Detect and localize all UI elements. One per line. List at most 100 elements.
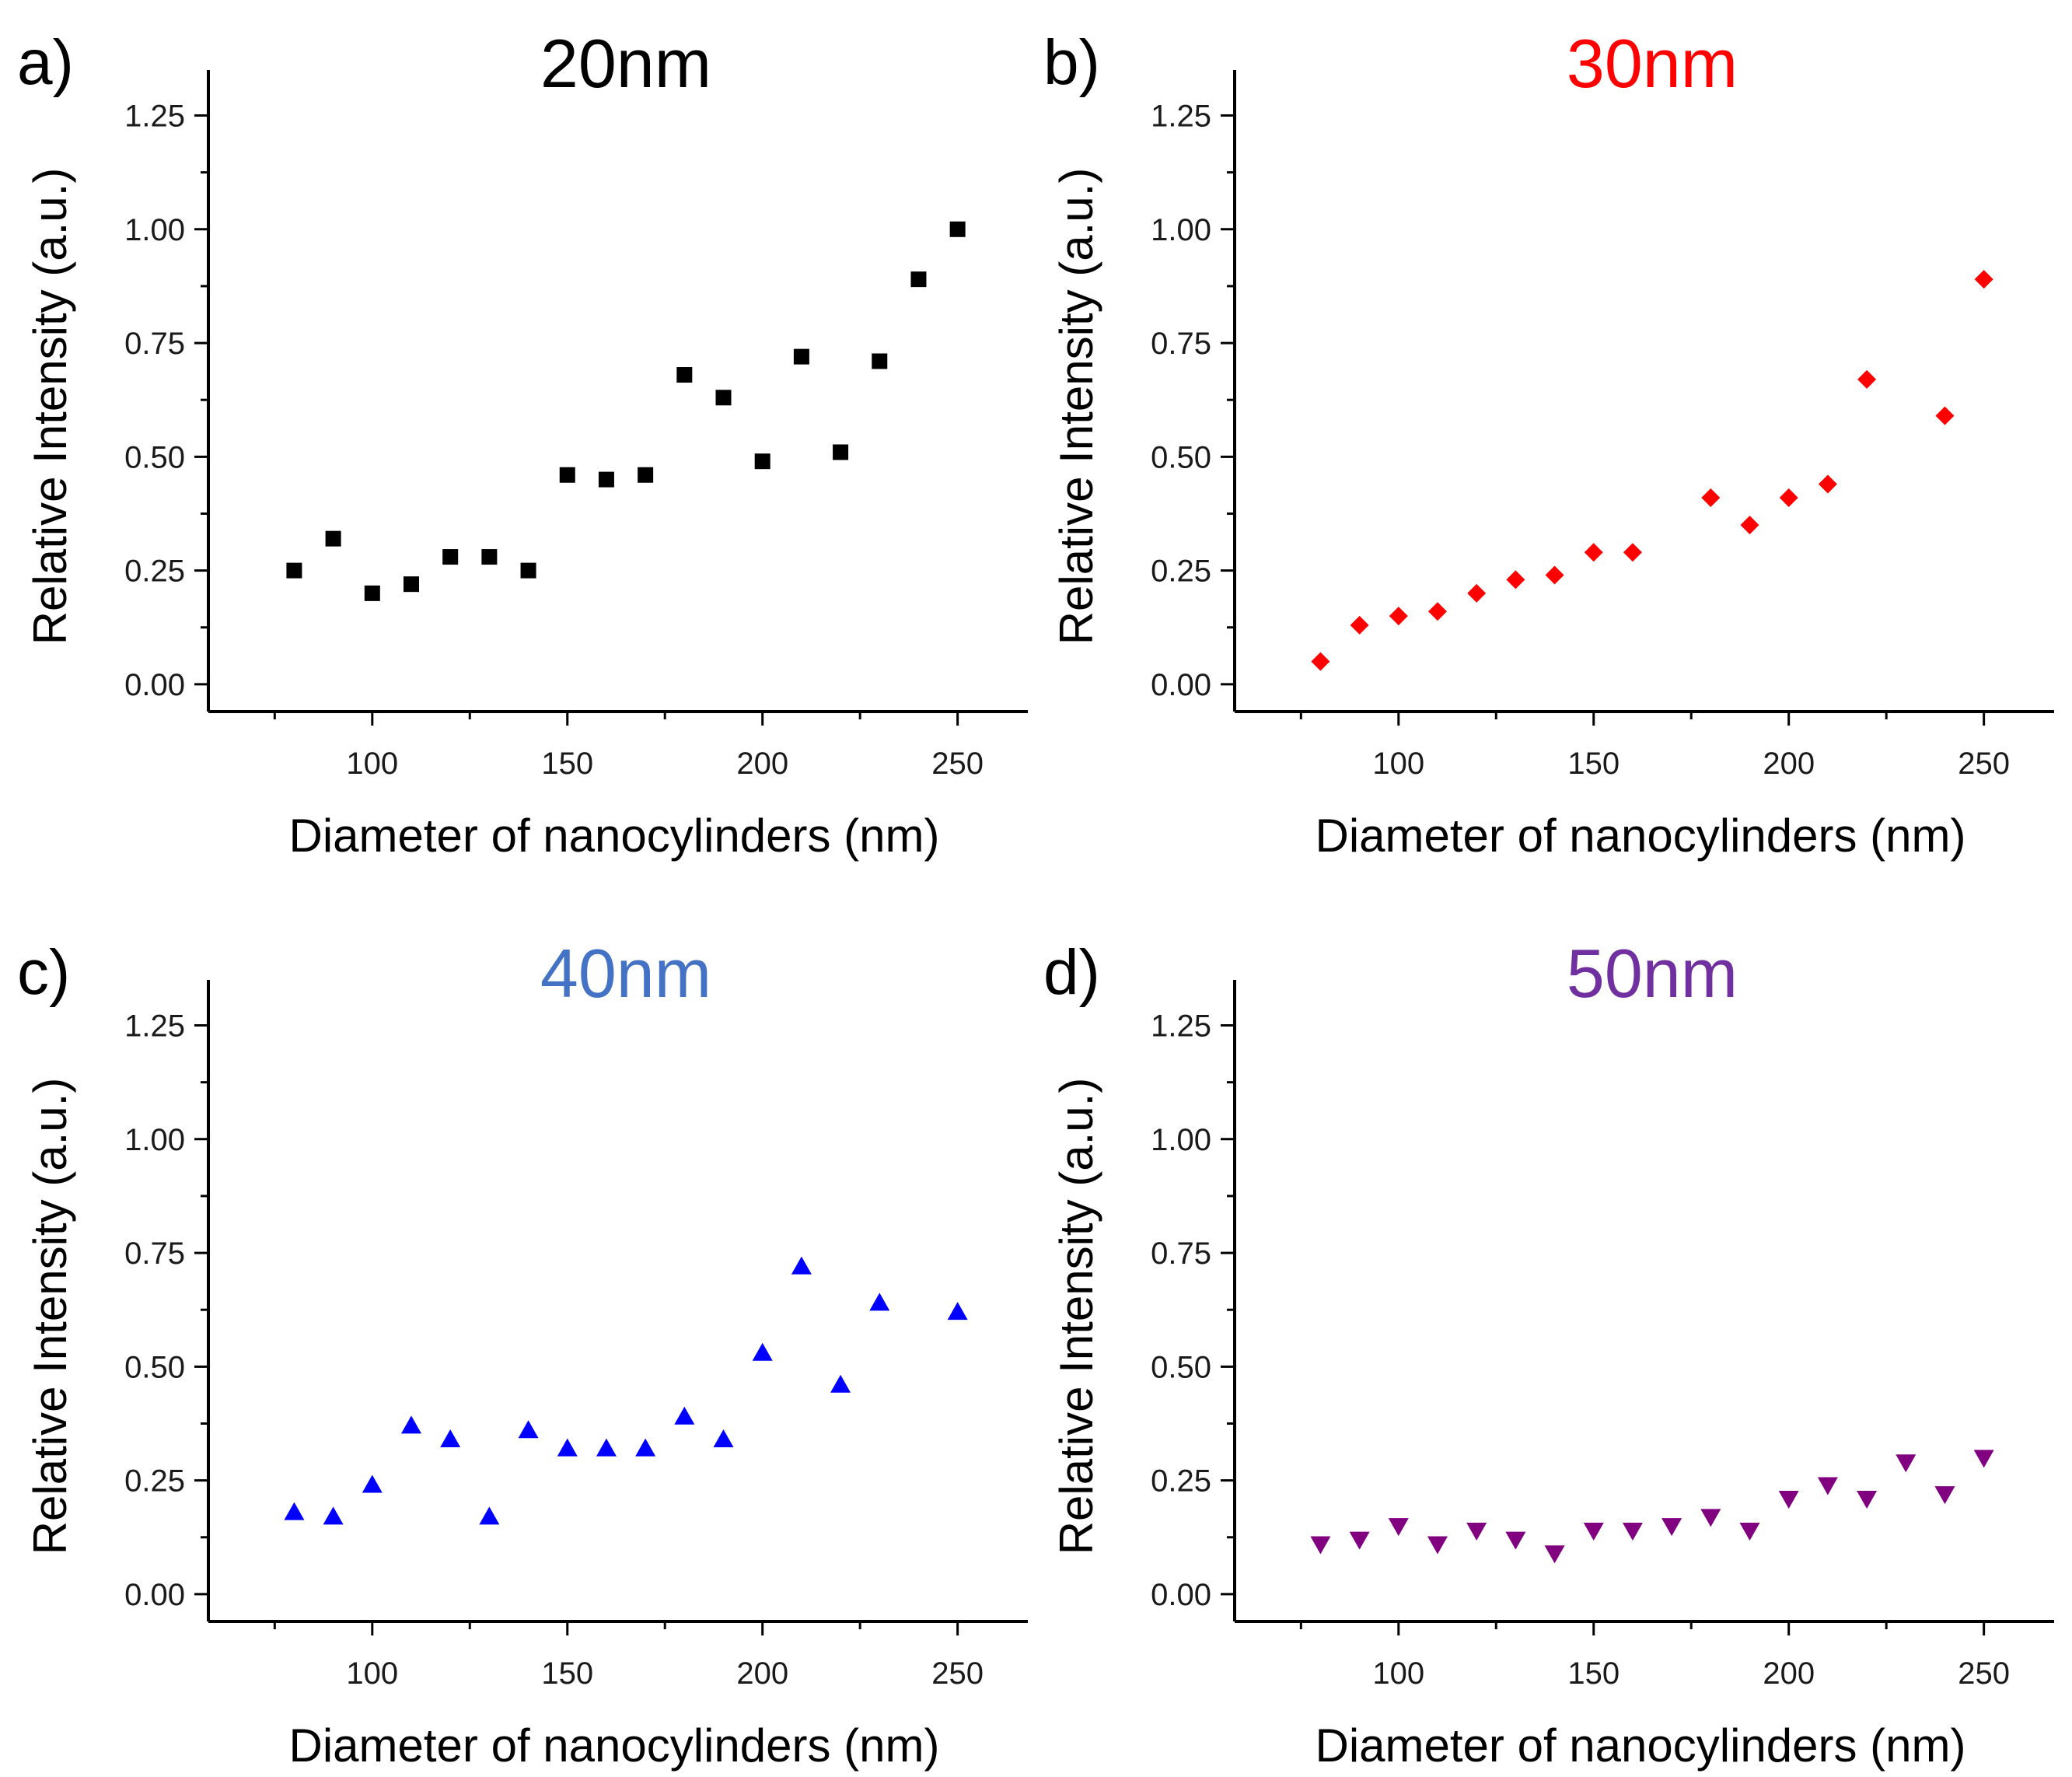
data-point <box>1311 652 1330 671</box>
x-tick-label: 250 <box>1958 1656 2010 1691</box>
y-tick-label: 0.50 <box>124 1350 185 1384</box>
chart-title: 20nm <box>540 25 711 102</box>
data-point <box>1505 1531 1526 1550</box>
chart-title: 30nm <box>1567 25 1738 102</box>
data-point <box>830 1374 851 1393</box>
data-point <box>1545 565 1564 585</box>
panel-label: b) <box>1043 27 1100 98</box>
chart-title: 50nm <box>1567 935 1738 1012</box>
x-tick-label: 200 <box>1763 747 1815 781</box>
data-point <box>949 221 966 237</box>
x-axis-title: Diameter of nanocylinders (nm) <box>289 1719 940 1772</box>
panel-b: b) 30nm 0.00 0.25 0.50 0.75 1.00 1.25 100 150 200 2… <box>1043 25 2054 862</box>
data-point <box>1584 543 1603 562</box>
data-point <box>635 1438 656 1457</box>
x-tick-label: 200 <box>1763 1656 1815 1691</box>
data-point <box>1935 406 1955 425</box>
panel-label: a) <box>17 27 74 98</box>
panel-d: d) 50nm 0.00 0.25 0.50 0.75 1.00 1.25 100 150 200 2… <box>1043 935 2054 1772</box>
y-tick-label: 1.00 <box>1151 213 1211 247</box>
x-axis-title: Diameter of nanocylinders (nm) <box>1316 810 1966 862</box>
data-point <box>1857 369 1877 389</box>
data-point <box>325 530 341 547</box>
data-point <box>1779 488 1798 507</box>
y-tick-label: 0.25 <box>1151 1464 1211 1499</box>
panel-c: c) 40nm 0.00 0.25 0.50 0.75 1.00 1.25 100 150 200 2… <box>17 935 1028 1772</box>
x-tick-label: 100 <box>346 747 398 781</box>
data-point <box>481 549 498 565</box>
data-point <box>793 348 809 365</box>
data-point <box>1350 615 1369 635</box>
y-tick-label: 1.00 <box>124 1123 185 1157</box>
data-point <box>1818 474 1837 494</box>
data-point <box>1896 1454 1917 1473</box>
data-point <box>362 1474 383 1493</box>
y-tick-label: 0.25 <box>124 1464 185 1499</box>
panel-label: d) <box>1043 937 1100 1008</box>
data-point <box>1817 1477 1838 1495</box>
data-point <box>1857 1491 1878 1509</box>
data-point <box>752 1342 773 1361</box>
data-point <box>520 562 536 579</box>
y-tick-label: 0.50 <box>1151 440 1211 474</box>
data-point <box>1544 1545 1565 1564</box>
y-axis-title: Relative Intensity (a.u.) <box>1050 168 1102 645</box>
x-tick-label: 150 <box>541 1656 593 1691</box>
x-tick-label: 250 <box>1958 747 2010 781</box>
y-tick-label: 0.25 <box>1151 554 1211 589</box>
x-axis-title: Diameter of nanocylinders (nm) <box>1316 1719 1966 1772</box>
y-tick-label: 0.50 <box>124 440 185 474</box>
data-point <box>440 1429 461 1447</box>
y-tick-label: 1.00 <box>1151 1123 1211 1157</box>
y-axis-title: Relative Intensity (a.u.) <box>24 1078 76 1555</box>
data-point <box>1427 602 1447 621</box>
y-tick-label: 1.25 <box>1151 100 1211 134</box>
data-point <box>1701 488 1721 507</box>
y-axis-title: Relative Intensity (a.u.) <box>1050 1078 1102 1555</box>
data-point <box>1467 583 1487 603</box>
data-point <box>1389 607 1408 626</box>
data-point <box>1700 1509 1721 1527</box>
data-point <box>947 1302 968 1321</box>
data-point <box>323 1506 344 1525</box>
y-tick-label: 0.00 <box>1151 1578 1211 1612</box>
data-point <box>1349 1531 1370 1550</box>
y-tick-label: 0.25 <box>124 554 185 589</box>
data-point <box>1934 1486 1955 1505</box>
data-point <box>833 444 849 460</box>
x-tick-label: 200 <box>736 1656 788 1691</box>
data-point <box>715 390 732 406</box>
data-point <box>479 1506 500 1525</box>
data-point <box>400 1415 421 1434</box>
x-tick-label: 150 <box>1567 747 1620 781</box>
data-point <box>674 1406 695 1425</box>
data-point <box>1310 1536 1331 1555</box>
data-point <box>1622 1522 1643 1541</box>
y-tick-label: 0.00 <box>124 1578 185 1612</box>
data-point <box>1388 1518 1409 1537</box>
data-point <box>869 1293 890 1311</box>
x-tick-label: 250 <box>931 1656 984 1691</box>
data-point <box>403 576 419 593</box>
y-tick-label: 0.00 <box>1151 668 1211 702</box>
data-point <box>1973 1450 1994 1468</box>
x-tick-label: 200 <box>736 747 788 781</box>
y-tick-label: 0.50 <box>1151 1350 1211 1384</box>
x-tick-label: 100 <box>346 1656 398 1691</box>
data-point <box>596 1438 617 1457</box>
data-point <box>1974 270 1993 289</box>
data-point <box>791 1256 812 1275</box>
y-tick-label: 1.00 <box>124 213 185 247</box>
x-tick-label: 100 <box>1372 747 1424 781</box>
data-point <box>557 1438 578 1457</box>
data-point <box>910 271 927 288</box>
data-point <box>559 467 575 483</box>
panel-label: c) <box>17 937 70 1008</box>
data-point <box>518 1420 539 1439</box>
data-point <box>754 453 770 470</box>
data-point <box>713 1429 734 1447</box>
data-point <box>676 367 693 383</box>
y-tick-label: 1.25 <box>124 100 185 134</box>
y-tick-label: 1.25 <box>1151 1009 1211 1044</box>
